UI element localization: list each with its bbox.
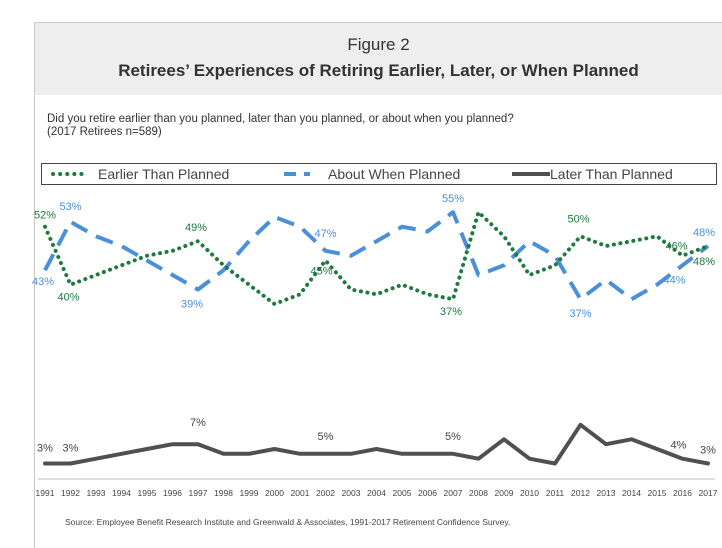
data-label: 5%	[318, 431, 334, 443]
x-tick-label: 1995	[138, 488, 157, 498]
x-tick-label: 2017	[699, 488, 718, 498]
x-tick-label: 2002	[316, 488, 335, 498]
x-tick-label: 1993	[87, 488, 106, 498]
survey-question: Did you retire earlier than you planned,…	[47, 113, 707, 139]
figure-frame: Figure 2 Retirees’ Experiences of Retiri…	[34, 22, 722, 548]
data-label: 46%	[665, 241, 687, 253]
legend: Earlier Than Planned About When Planned …	[41, 163, 717, 185]
legend-swatch-earlier	[51, 172, 90, 176]
data-label: 52%	[34, 210, 56, 222]
data-label: 37%	[440, 306, 462, 318]
question-text: Did you retire earlier than you planned,…	[47, 113, 514, 125]
data-label: 50%	[567, 213, 589, 225]
x-tick-label: 1998	[214, 488, 233, 498]
x-tick-label: 1991	[36, 488, 55, 498]
x-tick-label: 2006	[418, 488, 437, 498]
series-line-later-than-planned	[43, 422, 710, 466]
data-label: 3%	[37, 443, 53, 455]
x-tick-label: 2009	[495, 488, 514, 498]
data-label: 3%	[63, 443, 79, 455]
x-tick-label: 1999	[240, 488, 259, 498]
series-line-earlier-than-planned	[43, 210, 710, 306]
data-label: 48%	[693, 227, 715, 239]
header-band: Figure 2 Retirees’ Experiences of Retiri…	[35, 23, 722, 95]
data-label: 37%	[569, 308, 591, 320]
x-tick-label: 2012	[571, 488, 590, 498]
data-label: 3%	[700, 445, 716, 457]
legend-label-about: About When Planned	[328, 166, 461, 182]
legend-label-earlier: Earlier Than Planned	[98, 166, 230, 182]
legend-item-about: About When Planned	[280, 166, 460, 182]
series-line-about-when-planned	[43, 210, 710, 302]
data-label: 5%	[445, 431, 461, 443]
x-tick-label: 2010	[520, 488, 539, 498]
legend-label-later: Later Than Planned	[550, 166, 673, 182]
figure-label: Figure 2	[347, 35, 410, 54]
legend-swatch-later	[512, 172, 550, 176]
legend-item-earlier: Earlier Than Planned	[50, 166, 229, 182]
x-tick-label: 2003	[342, 488, 361, 498]
data-label: 43%	[32, 276, 54, 288]
x-tick-label: 2013	[597, 488, 616, 498]
x-tick-label: 1997	[189, 488, 208, 498]
data-label: 55%	[442, 193, 464, 205]
data-label: 53%	[59, 201, 81, 213]
data-label: 4%	[671, 440, 687, 452]
x-tick-label: 1996	[163, 488, 182, 498]
data-label: 48%	[693, 256, 715, 268]
x-tick-label: 2008	[469, 488, 488, 498]
x-tick-label: 2005	[393, 488, 412, 498]
data-label: 44%	[663, 274, 685, 286]
legend-item-later: Later Than Planned	[510, 166, 673, 182]
x-tick-label: 1994	[112, 488, 131, 498]
data-label: 7%	[190, 417, 206, 429]
x-tick-label: 2011	[546, 488, 565, 498]
x-tick-label: 2004	[367, 488, 386, 498]
x-tick-label: 2016	[673, 488, 692, 498]
legend-swatch-about	[284, 172, 310, 176]
x-tick-label: 2015	[648, 488, 667, 498]
data-label: 39%	[181, 299, 203, 311]
x-tick-label: 2007	[444, 488, 463, 498]
sample-size: (2017 Retirees n=589)	[47, 126, 162, 138]
data-label: 47%	[314, 228, 336, 240]
data-label: 40%	[57, 292, 79, 304]
data-label: 49%	[185, 222, 207, 234]
x-tick-label: 2000	[265, 488, 284, 498]
data-label: 45%	[310, 266, 332, 278]
source-note: Source: Employee Benefit Research Instit…	[65, 517, 511, 527]
x-tick-label: 2014	[622, 488, 641, 498]
chart-title: Retirees’ Experiences of Retiring Earlie…	[118, 61, 639, 80]
x-tick-label: 2001	[291, 488, 310, 498]
x-tick-label: 1992	[61, 488, 80, 498]
